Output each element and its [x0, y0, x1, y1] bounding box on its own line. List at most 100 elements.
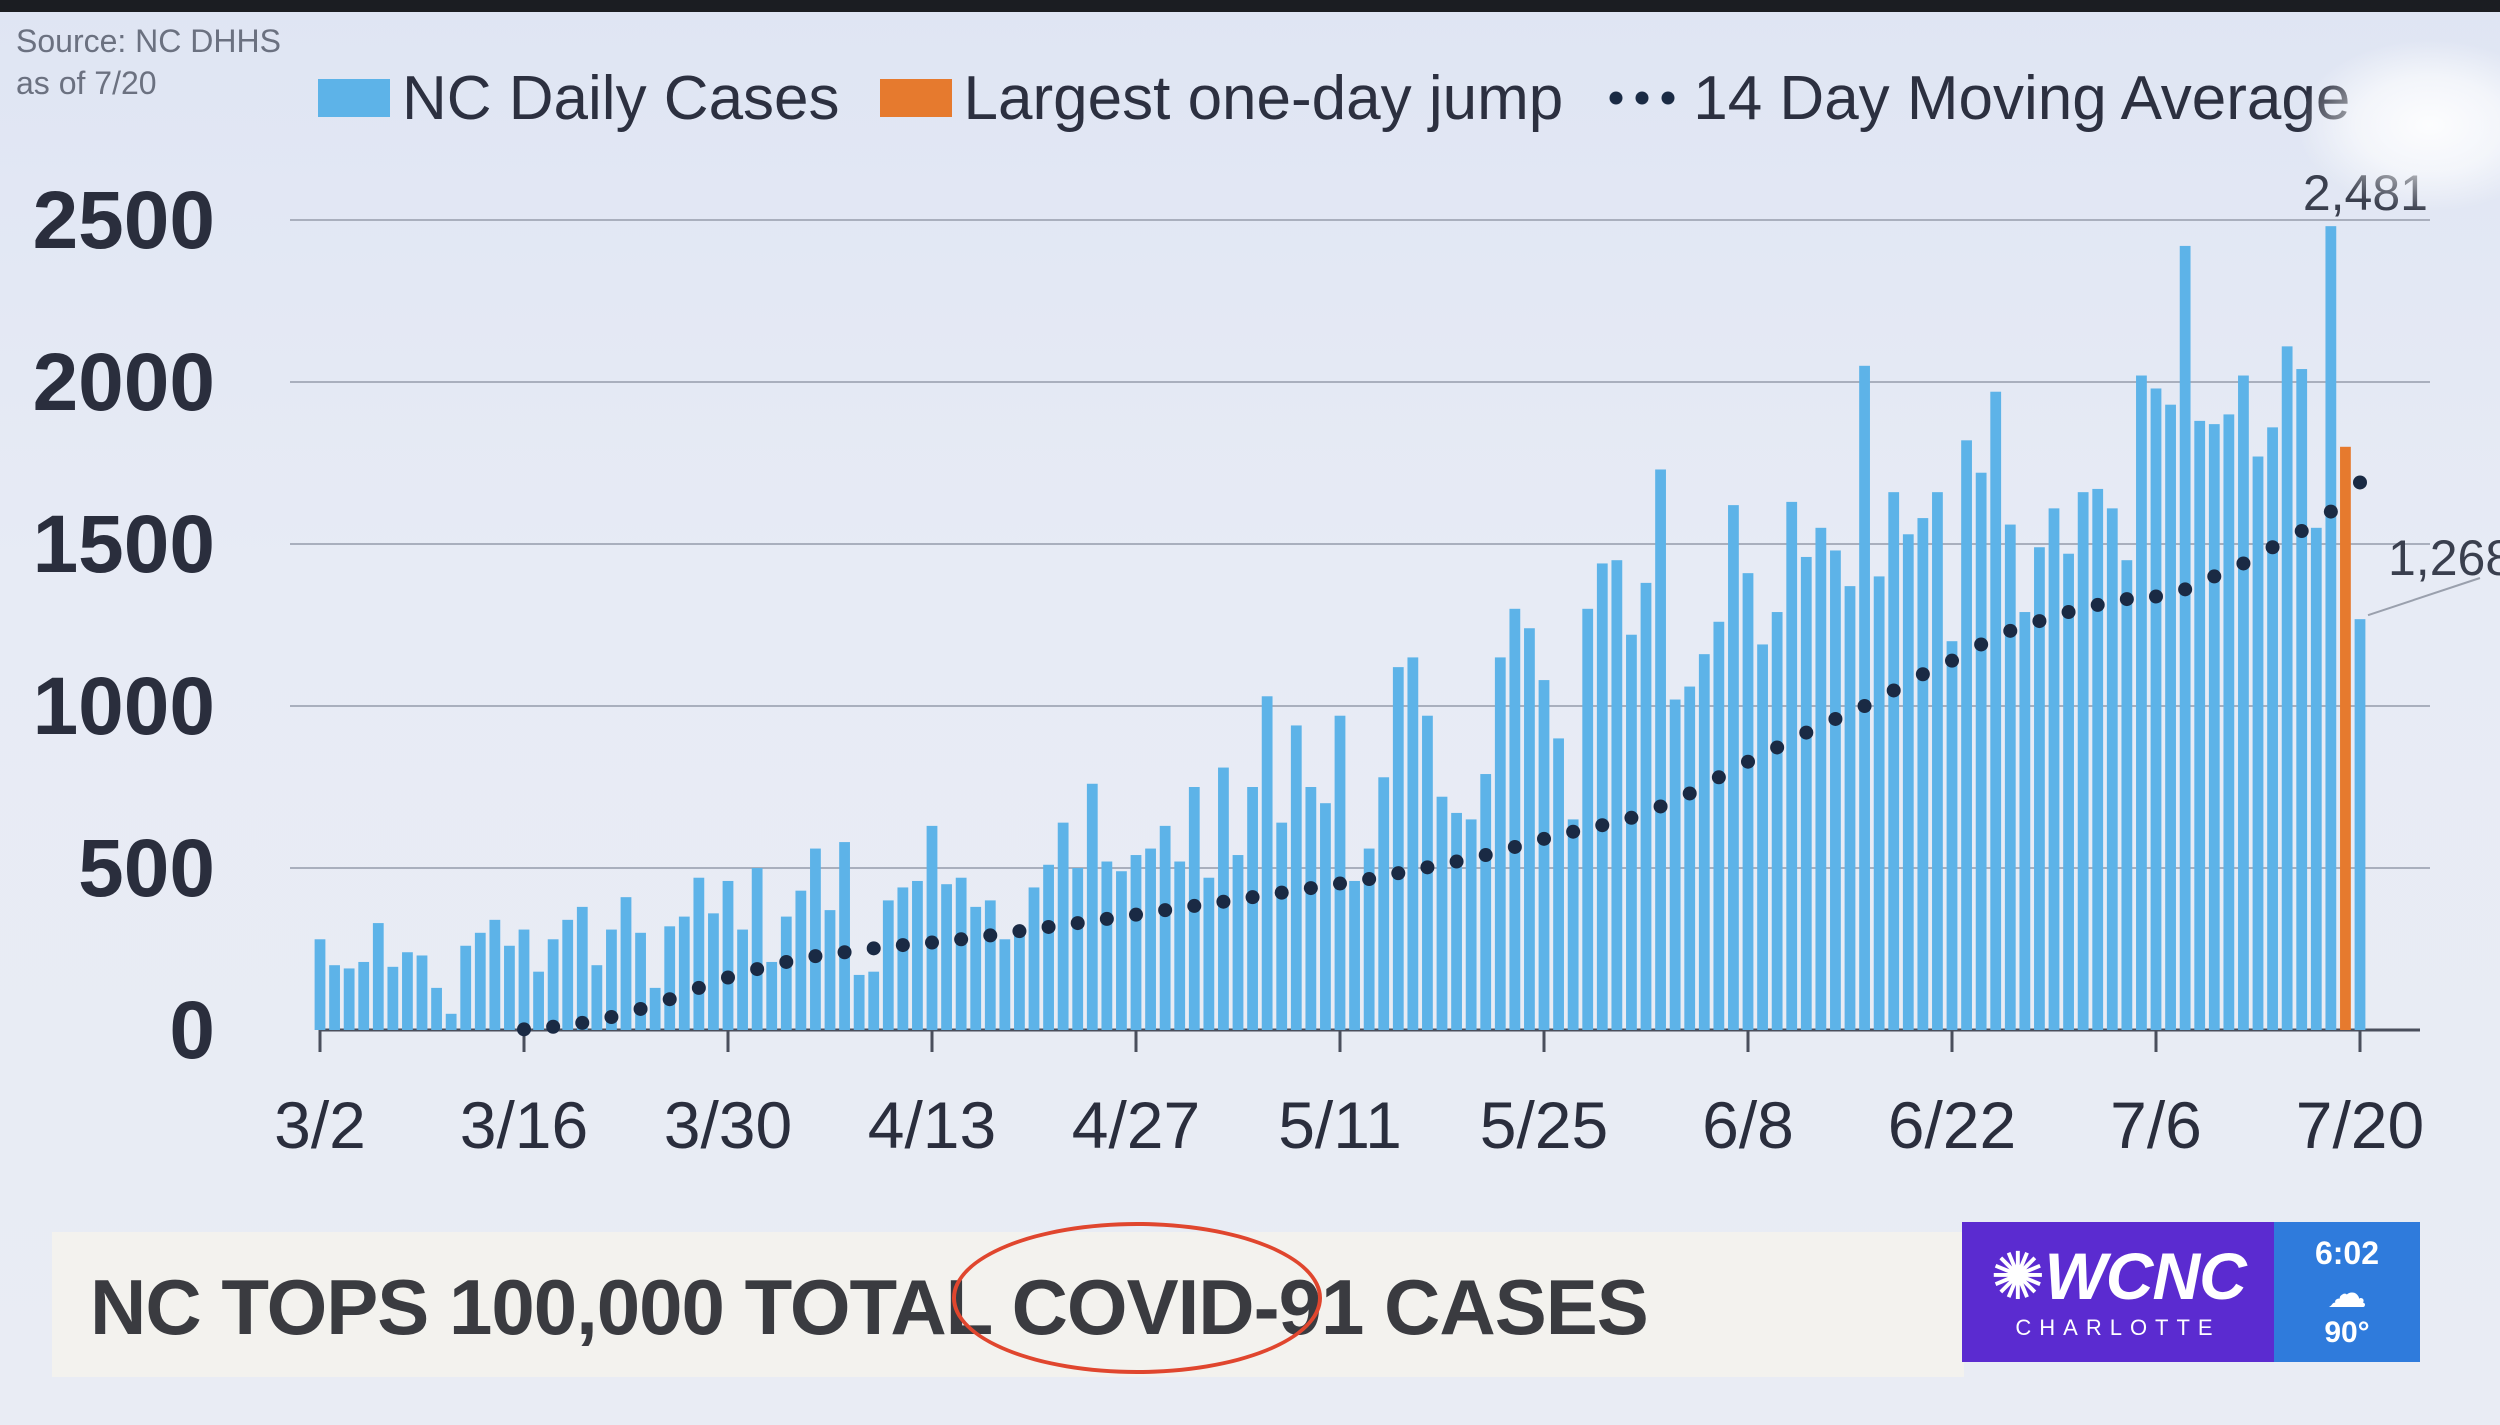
daily-case-bar [2267, 427, 2278, 1030]
daily-case-bar [810, 848, 821, 1030]
daily-case-bar [1698, 654, 1710, 1030]
bar-chart: 0 500 1000 1500 2000 2500 3/2 3/16 3/30 4/13 4/27 5… [33, 165, 2500, 1162]
moving-average-point [721, 970, 735, 985]
headline-post: CASES [1384, 1263, 1649, 1351]
legend-item-largest-jump: Largest one-day jump [879, 63, 1564, 134]
daily-case-bar [329, 965, 340, 1030]
daily-case-bar [1626, 634, 1637, 1030]
moving-average-point [2149, 589, 2163, 604]
daily-case-bar [1553, 738, 1564, 1030]
moving-average-point [954, 932, 969, 947]
daily-case-bar [1494, 657, 1506, 1030]
moving-average-point [2003, 623, 2018, 638]
daily-case-bar [1859, 365, 1870, 1030]
daily-case-bar [1669, 699, 1681, 1030]
daily-case-bar [1961, 440, 1972, 1030]
moving-average-point [1566, 824, 1581, 839]
daily-case-bar [2179, 245, 2191, 1031]
moving-average-point [1741, 754, 1755, 769]
daily-case-bar [1742, 573, 1754, 1030]
daily-case-bar [955, 877, 967, 1030]
moving-average-point [1187, 898, 1202, 913]
daily-case-bar [1655, 469, 1666, 1031]
x-tick-label: 4/27 [1072, 1088, 1200, 1162]
daily-case-bar [1057, 822, 1069, 1030]
moving-average-point [1653, 799, 1668, 814]
daily-case-bar [1261, 696, 1273, 1030]
moving-average-point [1216, 894, 1231, 909]
moving-average-point [1828, 711, 1843, 726]
legend-label-moving-average: 14 Day Moving Average [1693, 63, 2351, 133]
daily-case-bar [533, 971, 544, 1030]
moving-average-point [1245, 890, 1260, 905]
daily-case-bar [2296, 369, 2308, 1030]
moving-average-point [2323, 504, 2338, 519]
y-tick-label: 1000 [33, 661, 215, 752]
daily-case-bar [2325, 226, 2337, 1030]
daily-case-bar [1946, 641, 1958, 1030]
daily-case-bar [1582, 608, 1594, 1030]
moving-average-point [2032, 614, 2047, 629]
moving-average-point [808, 949, 823, 964]
clock: 6:02 [2314, 1234, 2380, 1271]
data-label-largest-jump: 2,481 [2303, 165, 2428, 221]
x-tick-label: 7/20 [2296, 1088, 2424, 1162]
y-tick-label: 1500 [33, 499, 215, 590]
daily-case-bar [1728, 505, 1739, 1030]
daily-case-bar [504, 945, 515, 1030]
as-of-line: as of 7/20 [16, 65, 157, 101]
daily-case-bar [708, 913, 719, 1030]
moving-average-point [1099, 911, 1114, 926]
daily-case-bar [2238, 375, 2249, 1030]
daily-case-bar [1101, 861, 1113, 1030]
daily-case-bar [839, 842, 850, 1030]
moving-average-point [2178, 582, 2193, 597]
daily-case-bar [372, 923, 384, 1030]
source-line: Source: NC DHHS [16, 23, 281, 59]
moving-average-point [1274, 885, 1289, 900]
x-tick-label: 3/2 [274, 1088, 366, 1162]
daily-case-bar [1305, 787, 1317, 1030]
daily-case-bar [999, 939, 1011, 1030]
daily-case-bar [1975, 472, 1987, 1031]
moving-average-point [1711, 770, 1726, 785]
top-black-bezel [0, 0, 2500, 12]
moving-average-point [1507, 839, 1522, 854]
daily-case-bar [1888, 492, 1900, 1030]
moving-average-point [546, 1019, 561, 1034]
x-tick-label: 3/16 [460, 1088, 588, 1162]
daily-case-bar [1043, 864, 1054, 1030]
moving-average-point [691, 980, 706, 995]
daily-case-bar [635, 932, 646, 1030]
daily-case-bar [2310, 527, 2322, 1030]
moving-average-point [2294, 524, 2309, 539]
moving-average-point [1974, 637, 1989, 652]
daily-case-bar [2194, 420, 2206, 1030]
daily-case-bar [1757, 644, 1768, 1030]
daily-case-bar [343, 968, 355, 1030]
moving-average-point [2061, 605, 2076, 620]
daily-case-bar [1800, 556, 1812, 1030]
legend-label-largest-jump: Largest one-day jump [963, 63, 1564, 133]
daily-case-bar [1830, 550, 1841, 1030]
blue-square-swatch-icon [318, 79, 390, 117]
legend-label-daily-cases: NC Daily Cases [402, 63, 840, 133]
moving-average-point [1303, 881, 1318, 896]
daily-case-bar [1771, 612, 1783, 1030]
daily-case-bar [1203, 877, 1215, 1030]
daily-case-bar [1524, 628, 1535, 1030]
y-tick-label: 2500 [33, 175, 215, 266]
moving-average-point [983, 928, 998, 943]
daily-case-bar [2223, 414, 2235, 1030]
daily-case-bar [1640, 582, 1652, 1030]
moving-average-point [779, 954, 794, 969]
red-circle-annotation [952, 1222, 1322, 1374]
daily-case-bar [1407, 657, 1419, 1030]
moving-average-point [517, 1022, 531, 1037]
moving-average-point [1682, 786, 1697, 801]
daily-case-bar [1392, 667, 1404, 1030]
daily-case-bar [1596, 563, 1608, 1030]
moving-average-point [1624, 810, 1639, 825]
daily-case-bar [1320, 803, 1331, 1030]
dotted-line-swatch-icon [1603, 91, 1684, 105]
